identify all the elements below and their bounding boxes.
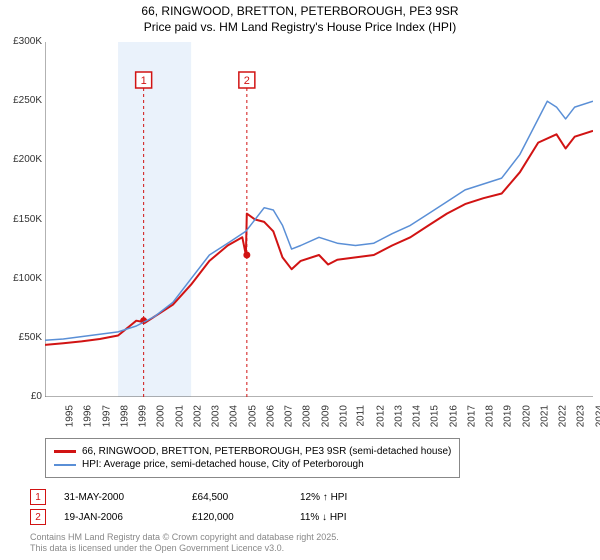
sale-price: £120,000 <box>192 512 282 523</box>
footnote: Contains HM Land Registry data © Crown c… <box>30 532 339 554</box>
x-tick-label: 2008 <box>302 405 313 427</box>
legend-label-1: 66, RINGWOOD, BRETTON, PETERBOROUGH, PE3… <box>82 446 451 457</box>
y-tick-label: £150K <box>0 214 42 225</box>
sale-badge: 2 <box>30 509 46 525</box>
y-tick-label: £250K <box>0 95 42 106</box>
x-tick-label: 1999 <box>137 405 148 427</box>
x-tick-label: 2018 <box>484 405 495 427</box>
x-tick-label: 2024 <box>594 405 600 427</box>
sale-date: 31-MAY-2000 <box>64 492 174 503</box>
chart-svg: 12 <box>45 42 593 397</box>
legend-label-2: HPI: Average price, semi-detached house,… <box>82 459 364 470</box>
sale-date: 19-JAN-2006 <box>64 512 174 523</box>
x-tick-label: 2012 <box>375 405 386 427</box>
sale-delta: 11% ↓ HPI <box>300 512 347 523</box>
x-tick-label: 2005 <box>247 405 258 427</box>
legend-row-2: HPI: Average price, semi-detached house,… <box>54 459 451 470</box>
legend-swatch-2 <box>54 464 76 466</box>
x-tick-label: 2019 <box>503 405 514 427</box>
y-tick-label: £200K <box>0 154 42 165</box>
legend-row-1: 66, RINGWOOD, BRETTON, PETERBOROUGH, PE3… <box>54 446 451 457</box>
x-tick-label: 2016 <box>448 405 459 427</box>
chart-title: 66, RINGWOOD, BRETTON, PETERBOROUGH, PE3… <box>0 0 600 35</box>
svg-text:1: 1 <box>141 75 147 87</box>
x-tick-label: 2004 <box>229 405 240 427</box>
x-tick-label: 2002 <box>192 405 203 427</box>
y-tick-label: £100K <box>0 273 42 284</box>
x-tick-label: 2003 <box>210 405 221 427</box>
plot-area: 12 <box>45 42 593 397</box>
sale-marker-rows: 1 31-MAY-2000 £64,500 12% ↑ HPI 2 19-JAN-2006… <box>30 485 347 529</box>
x-tick-label: 2021 <box>539 405 550 427</box>
legend: 66, RINGWOOD, BRETTON, PETERBOROUGH, PE3… <box>45 438 460 478</box>
y-tick-label: £0 <box>0 391 42 402</box>
x-tick-label: 2011 <box>356 405 367 427</box>
x-tick-label: 1997 <box>101 405 112 427</box>
chart-container: 66, RINGWOOD, BRETTON, PETERBOROUGH, PE3… <box>0 0 600 560</box>
x-tick-label: 2006 <box>265 405 276 427</box>
sale-price: £64,500 <box>192 492 282 503</box>
sale-badge: 1 <box>30 489 46 505</box>
sale-row: 2 19-JAN-2006 £120,000 11% ↓ HPI <box>30 509 347 525</box>
x-tick-label: 1998 <box>119 405 130 427</box>
title-line1: 66, RINGWOOD, BRETTON, PETERBOROUGH, PE3… <box>0 4 600 20</box>
x-tick-label: 2014 <box>411 405 422 427</box>
x-tick-label: 2017 <box>466 405 477 427</box>
sale-delta: 12% ↑ HPI <box>300 492 347 503</box>
x-tick-label: 1996 <box>83 405 94 427</box>
title-line2: Price paid vs. HM Land Registry's House … <box>0 20 600 36</box>
footnote-line2: This data is licensed under the Open Gov… <box>30 543 339 554</box>
x-tick-label: 2015 <box>430 405 441 427</box>
x-tick-label: 1995 <box>64 405 75 427</box>
x-tick-label: 2001 <box>174 405 185 427</box>
y-tick-label: £50K <box>0 332 42 343</box>
x-tick-label: 2010 <box>338 405 349 427</box>
x-tick-label: 2009 <box>320 405 331 427</box>
x-tick-label: 2023 <box>576 405 587 427</box>
svg-text:2: 2 <box>244 75 250 87</box>
x-tick-label: 2013 <box>393 405 404 427</box>
x-tick-label: 2007 <box>283 405 294 427</box>
sale-row: 1 31-MAY-2000 £64,500 12% ↑ HPI <box>30 489 347 505</box>
x-tick-label: 2022 <box>557 405 568 427</box>
x-tick-label: 2000 <box>156 405 167 427</box>
legend-swatch-1 <box>54 450 76 453</box>
footnote-line1: Contains HM Land Registry data © Crown c… <box>30 532 339 543</box>
y-tick-label: £300K <box>0 36 42 47</box>
x-tick-label: 2020 <box>521 405 532 427</box>
